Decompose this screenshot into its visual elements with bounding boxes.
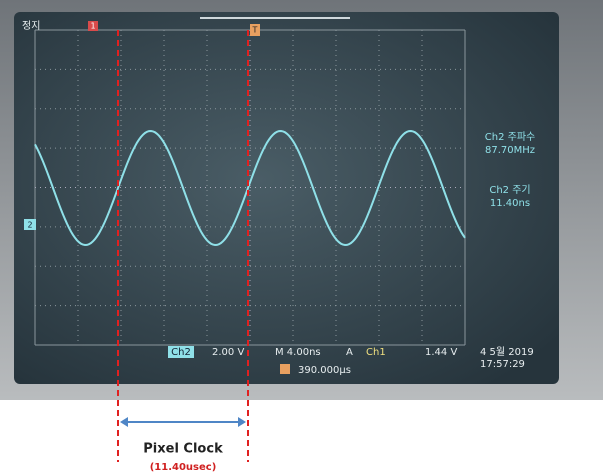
page: { "scope": { "status": "정지", "markers": … xyxy=(0,0,603,475)
ch1-marker-label: 1 xyxy=(90,22,95,31)
trigger-source: Ch1 xyxy=(366,347,386,358)
position: 390.000µs xyxy=(298,365,351,376)
measure-label: Ch2 주파수 xyxy=(485,131,535,143)
trigger-marker-label: T xyxy=(252,26,258,35)
position-icon xyxy=(280,364,290,374)
trigger-mode: A xyxy=(346,347,353,358)
measure-value: 11.40ns xyxy=(490,198,530,209)
measure-label: Ch2 주기 xyxy=(489,184,530,196)
channel: Ch2 xyxy=(171,347,191,358)
annotation-label: Pixel Clock xyxy=(143,442,223,457)
status: 정지 xyxy=(22,20,40,32)
volts-per-div: 2.00 V xyxy=(212,347,244,358)
annotation-period: (11.40usec) xyxy=(150,462,217,473)
time-per-div: M 4.00ns xyxy=(275,347,321,358)
measure-value: 87.70MHz xyxy=(485,145,535,156)
scope-screen xyxy=(14,12,559,384)
time: 17:57:29 xyxy=(480,359,525,370)
trigger-level: 1.44 V xyxy=(425,347,457,358)
ch2-marker-label: 2 xyxy=(27,221,32,230)
scene: 정지 1 T 2 Ch2 주파수 87.70MHz Ch2 주기 11.40ns… xyxy=(0,0,603,475)
date: 4 5월 2019 xyxy=(480,346,534,358)
